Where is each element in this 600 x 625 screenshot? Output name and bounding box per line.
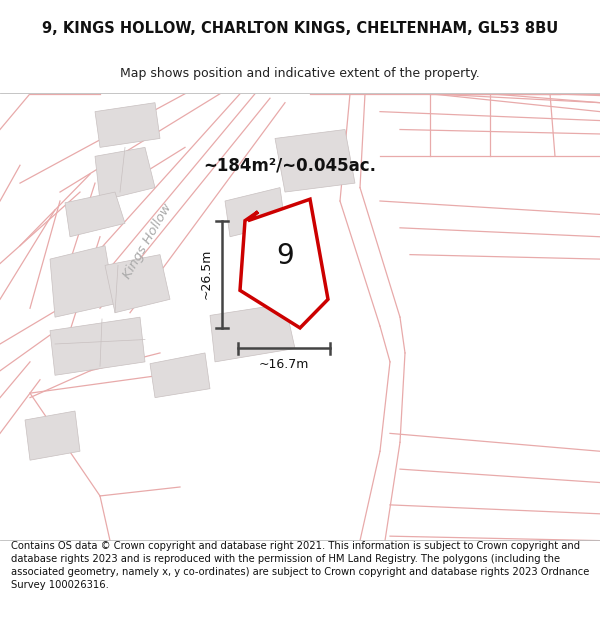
Polygon shape [95, 102, 160, 148]
Polygon shape [65, 192, 125, 237]
Text: 9, KINGS HOLLOW, CHARLTON KINGS, CHELTENHAM, GL53 8BU: 9, KINGS HOLLOW, CHARLTON KINGS, CHELTEN… [42, 21, 558, 36]
Polygon shape [240, 199, 328, 328]
Polygon shape [105, 254, 170, 312]
Text: ~16.7m: ~16.7m [259, 358, 309, 371]
Text: Contains OS data © Crown copyright and database right 2021. This information is : Contains OS data © Crown copyright and d… [11, 541, 589, 590]
Polygon shape [95, 148, 155, 201]
Text: Kings Hollow: Kings Hollow [121, 201, 175, 281]
Polygon shape [50, 317, 145, 375]
Text: 9: 9 [276, 242, 294, 271]
Text: Map shows position and indicative extent of the property.: Map shows position and indicative extent… [120, 67, 480, 79]
Polygon shape [210, 304, 295, 362]
Text: ~26.5m: ~26.5m [199, 249, 212, 299]
Polygon shape [150, 353, 210, 398]
Polygon shape [275, 129, 355, 192]
Polygon shape [50, 246, 115, 317]
Text: ~184m²/~0.045ac.: ~184m²/~0.045ac. [203, 156, 377, 174]
Polygon shape [25, 411, 80, 460]
Polygon shape [225, 188, 285, 237]
